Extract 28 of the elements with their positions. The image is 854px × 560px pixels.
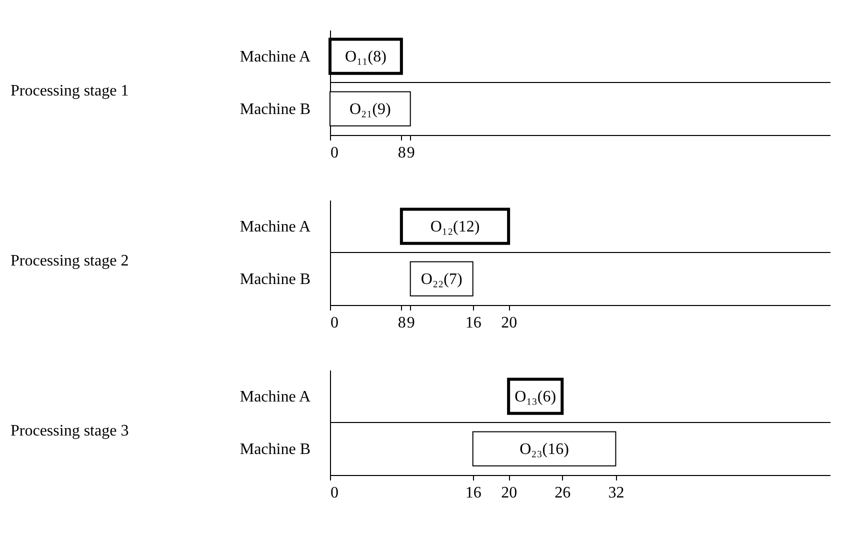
x-tick-label: 9 bbox=[406, 314, 415, 332]
data-label: O₂₁(9) bbox=[349, 100, 391, 118]
x-tick-label: 20 bbox=[501, 484, 518, 502]
data-label: O₂₃(16) bbox=[520, 440, 569, 458]
y-tick-label: Machine A bbox=[240, 48, 311, 66]
x-tick-label: 8 bbox=[398, 314, 406, 332]
x-tick-label: 9 bbox=[406, 144, 415, 162]
x-tick-label: 20 bbox=[501, 314, 518, 332]
y-tick-label: Machine A bbox=[240, 388, 311, 406]
y-tick-label: Machine B bbox=[240, 100, 310, 118]
x-tick-label: 0 bbox=[330, 484, 338, 502]
y-tick-label: Machine A bbox=[240, 218, 311, 236]
x-tick-label: 8 bbox=[398, 144, 406, 162]
y-axis-title: Processing stage 2 bbox=[10, 252, 129, 270]
data-label: O₂₂(7) bbox=[420, 270, 462, 288]
x-tick-label: 26 bbox=[554, 484, 571, 502]
x-tick-label: 16 bbox=[465, 484, 482, 502]
x-tick-label: 0 bbox=[330, 314, 338, 332]
data-label: O₁₂(12) bbox=[430, 218, 480, 236]
x-tick-label: 32 bbox=[608, 484, 624, 502]
y-tick-label: Machine B bbox=[240, 270, 310, 288]
y-axis-title: Processing stage 3 bbox=[10, 422, 129, 440]
y-tick-label: Machine B bbox=[240, 440, 310, 458]
x-tick-label: 0 bbox=[330, 144, 338, 162]
y-axis-title: Processing stage 1 bbox=[10, 82, 129, 100]
data-label: O₁₃(6) bbox=[514, 388, 556, 406]
x-tick-label: 16 bbox=[465, 314, 482, 332]
data-label: O₁₁(8) bbox=[345, 48, 386, 66]
